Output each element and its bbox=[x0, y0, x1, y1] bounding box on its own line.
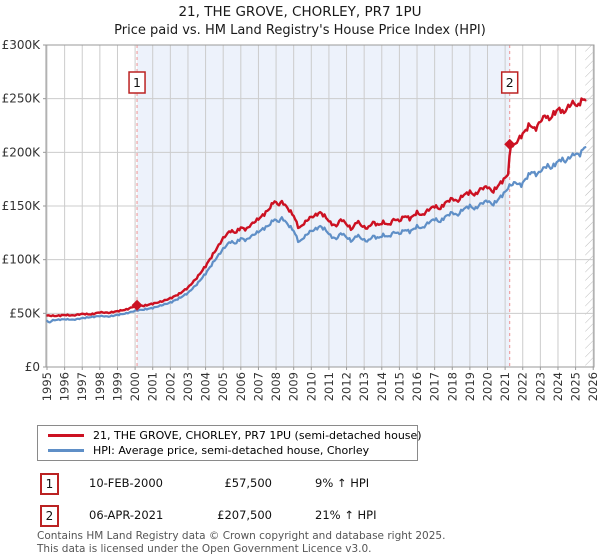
y-axis-label: £300K bbox=[2, 38, 42, 52]
x-axis-label: 2007 bbox=[251, 372, 265, 401]
x-axis-label: 2018 bbox=[445, 372, 459, 401]
x-axis-label: 2010 bbox=[304, 372, 318, 401]
x-axis-label: 1996 bbox=[58, 372, 72, 401]
page-title: 21, THE GROVE, CHORLEY, PR7 1PU bbox=[178, 4, 422, 20]
sale-1-price: £57,500 bbox=[224, 476, 272, 490]
x-axis-label: 2026 bbox=[586, 372, 600, 401]
sale-1-date: 10-FEB-2000 bbox=[89, 476, 163, 490]
copyright-line-1: Contains HM Land Registry data © Crown c… bbox=[37, 530, 446, 542]
plot-border bbox=[45, 44, 595, 368]
x-axis-label: 2019 bbox=[463, 372, 477, 401]
x-axis-label: 2025 bbox=[569, 372, 583, 401]
chart-legend: 21, THE GROVE, CHORLEY, PR7 1PU (semi-de… bbox=[37, 425, 422, 461]
sale-annotation-row: 2 06-APR-2021 £207,500 21% ↑ HPI bbox=[37, 505, 577, 527]
sale-number-box bbox=[500, 71, 519, 94]
sale-number-label: 2 bbox=[506, 75, 514, 90]
sale-2-hpi-note: 21% ↑ HPI bbox=[315, 508, 377, 522]
x-axis-label: 2006 bbox=[234, 372, 248, 401]
x-axis-label: 2009 bbox=[287, 372, 301, 401]
legend-label-hpi: HPI: Average price, semi-detached house,… bbox=[93, 444, 370, 457]
x-axis-label: 2012 bbox=[340, 372, 354, 401]
x-axis-label: 2014 bbox=[375, 372, 389, 401]
x-axis-label: 1999 bbox=[110, 372, 124, 401]
sale-annotation-row: 1 10-FEB-2000 £57,500 9% ↑ HPI bbox=[37, 473, 577, 495]
legend-item-hpi: HPI: Average price, semi-detached house,… bbox=[38, 443, 417, 458]
sale-number-label: 1 bbox=[133, 75, 141, 90]
x-axis-label: 2008 bbox=[269, 372, 283, 401]
y-axis-label: £250K bbox=[2, 92, 42, 106]
x-axis-label: 2011 bbox=[322, 372, 336, 401]
x-axis-label: 2017 bbox=[428, 372, 442, 401]
sale-2-price: £207,500 bbox=[217, 508, 272, 522]
legend-item-property: 21, THE GROVE, CHORLEY, PR7 1PU (semi-de… bbox=[38, 428, 422, 443]
copyright-line-2: This data is licensed under the Open Gov… bbox=[37, 542, 372, 555]
sale-number-box bbox=[128, 71, 146, 94]
x-axis-label: 2003 bbox=[181, 372, 195, 401]
x-axis-label: 2013 bbox=[357, 372, 371, 401]
y-axis-label: £0 bbox=[25, 360, 40, 374]
page-subtitle: Price paid vs. HM Land Registry's House … bbox=[114, 23, 486, 38]
x-axis-label: 2022 bbox=[516, 372, 530, 401]
y-axis-label: £100K bbox=[2, 253, 42, 267]
sale-2-date: 06-APR-2021 bbox=[89, 508, 164, 522]
sale-2-number-badge: 2 bbox=[40, 505, 59, 527]
hpi-line-swatch bbox=[48, 449, 84, 452]
price-history-chart: 1995 1996 1997 1998 1999 2000 2001 2002 2003 2004… bbox=[2, 38, 600, 401]
sale-diamond-marker bbox=[131, 299, 143, 311]
x-axis-label: 2005 bbox=[216, 372, 230, 401]
legend-label-property: 21, THE GROVE, CHORLEY, PR7 1PU (semi-de… bbox=[93, 429, 422, 442]
x-axis-label: 2000 bbox=[128, 372, 142, 401]
x-axis-label: 1997 bbox=[75, 372, 89, 401]
x-axis-label: 2016 bbox=[410, 372, 424, 401]
y-axis-label: £50K bbox=[9, 306, 41, 320]
y-axis-label: £150K bbox=[2, 199, 42, 213]
x-axis-label: 1998 bbox=[93, 372, 107, 401]
sale-1-number-badge: 1 bbox=[40, 473, 59, 495]
x-axis-label: 1995 bbox=[40, 372, 54, 401]
x-axis-label: 2002 bbox=[163, 372, 177, 401]
y-axis-label: £200K bbox=[2, 145, 42, 159]
sale-diamond-marker bbox=[504, 138, 516, 150]
property-line-swatch bbox=[48, 434, 84, 437]
x-axis-label: 2015 bbox=[392, 372, 406, 401]
copyright-notice: Contains HM Land Registry data © Crown c… bbox=[37, 530, 445, 555]
x-axis-label: 2021 bbox=[498, 372, 512, 401]
x-axis-label: 2020 bbox=[481, 372, 495, 401]
x-axis-label: 2023 bbox=[533, 372, 547, 401]
x-axis-label: 2024 bbox=[551, 372, 565, 401]
x-axis-label: 2001 bbox=[146, 372, 160, 401]
x-axis-label: 2004 bbox=[199, 372, 213, 401]
sale-1-hpi-note: 9% ↑ HPI bbox=[315, 476, 370, 490]
